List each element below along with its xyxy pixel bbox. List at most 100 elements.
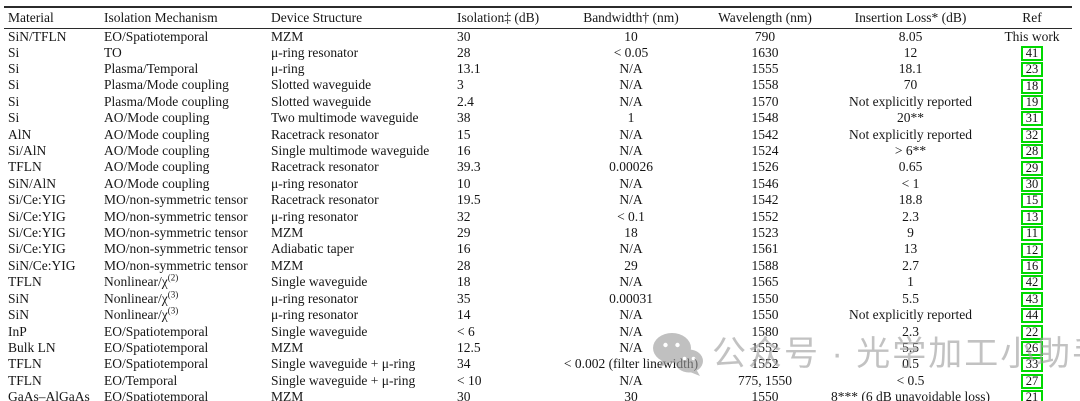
cell-bandwidth: N/A [619, 77, 643, 93]
table-row: Si/Ce:YIG MO/non-symmetric tensor Adiabati… [4, 241, 1072, 258]
cell-material: GaAs–AlGaAs [8, 389, 90, 401]
cell-isolation: 12.5 [457, 339, 481, 355]
citation-link[interactable]: 43 [1020, 291, 1044, 307]
table-row: SiN/Ce:YIG MO/non-symmetric tensor MZM 28 29… [4, 258, 1072, 274]
cell-isolation: 34 [457, 356, 471, 372]
cell-mechanism: EO/Spatiotemporal [104, 28, 209, 44]
cell-bandwidth: 10 [624, 28, 638, 44]
table-row: InP EO/Spatiotemporal Single waveguide < 6 N… [4, 323, 1072, 340]
col-header-material: Material [8, 9, 54, 25]
cell-isolation: 39.3 [457, 159, 481, 175]
cell-material: Si/Ce:YIG [8, 192, 66, 208]
cell-structure: MZM [271, 28, 304, 44]
col-header-isolation: Isolation‡ (dB) [457, 9, 540, 25]
cell-wavelength: 775, 1550 [738, 372, 792, 388]
citation-link[interactable]: 33 [1020, 357, 1044, 373]
cell-mechanism: MO/non-symmetric tensor [104, 208, 248, 224]
cell-mechanism: EO/Spatiotemporal [104, 356, 209, 372]
cell-isolation: 28 [457, 44, 471, 60]
cell-insertion-loss: 8*** (6 dB unavoidable loss) [831, 389, 990, 401]
table-row: Si/Ce:YIG MO/non-symmetric tensor MZM 29 18 1… [4, 225, 1072, 242]
citation-link[interactable]: 42 [1020, 275, 1044, 291]
cell-bandwidth: N/A [619, 307, 643, 323]
cell-structure: μ-ring resonator [271, 175, 359, 191]
cell-ref: 22 [992, 323, 1072, 340]
cell-material: Si [8, 44, 20, 60]
citation-link[interactable]: 26 [1020, 341, 1044, 357]
cell-structure: MZM [271, 225, 304, 241]
cell-isolation: 19.5 [457, 192, 481, 208]
citation-link[interactable]: 21 [1020, 390, 1044, 401]
cell-insertion-loss: 18.1 [898, 61, 923, 76]
cell-structure: Two multimode waveguide [271, 110, 419, 126]
cell-material: TFLN [8, 356, 42, 372]
cell-wavelength: 1552 [751, 356, 779, 372]
citation-link[interactable]: 16 [1020, 258, 1044, 274]
cell-mechanism: EO/Spatiotemporal [104, 339, 209, 355]
cell-ref: 28 [992, 143, 1072, 160]
table-row: Si Plasma/Mode coupling Slotted waveguide 3… [4, 77, 1072, 94]
table-row: SiN Nonlinear/χ(3) μ-ring resonator 14 N/A 15… [4, 305, 1072, 324]
cell-insertion-loss: 1 [907, 274, 914, 290]
cell-mechanism: MO/non-symmetric tensor [104, 225, 248, 241]
table-row: SiN Nonlinear/χ(3) μ-ring resonator 35 0.000… [4, 290, 1072, 307]
cell-insertion-loss: 70 [903, 77, 918, 93]
cell-mechanism: Nonlinear/χ(3) [104, 305, 179, 323]
cell-mechanism: AO/Mode coupling [104, 159, 210, 175]
cell-bandwidth: N/A [619, 274, 643, 290]
cell-structure: Slotted waveguide [271, 93, 372, 109]
citation-link[interactable]: 13 [1020, 209, 1044, 225]
cell-insertion-loss: > 6** [894, 143, 927, 159]
cell-isolation: 30 [457, 389, 471, 401]
cell-mechanism: MO/non-symmetric tensor [104, 192, 248, 208]
cell-isolation: 2.4 [457, 93, 474, 109]
cell-material: SiN/Ce:YIG [8, 257, 76, 273]
cell-structure: Single waveguide [271, 323, 368, 339]
cell-bandwidth: 0.00026 [609, 159, 653, 175]
cell-bandwidth: N/A [619, 61, 643, 76]
cell-material: InP [8, 323, 27, 339]
cell-insertion-loss: Not explicitly reported [849, 93, 972, 109]
cell-ref: 21 [992, 389, 1072, 401]
citation-link[interactable]: 22 [1020, 324, 1044, 340]
cell-wavelength: 1570 [751, 93, 779, 109]
cell-mechanism: AO/Mode coupling [104, 175, 210, 191]
cell-wavelength: 790 [754, 28, 776, 44]
cell-structure: Racetrack resonator [271, 159, 379, 175]
citation-link[interactable]: 31 [1020, 111, 1044, 127]
citation-link[interactable]: 28 [1020, 144, 1044, 160]
cell-insertion-loss: 5.5 [902, 290, 919, 306]
citation-link[interactable]: 19 [1020, 94, 1044, 110]
citation-link[interactable]: 27 [1020, 373, 1044, 389]
citation-link[interactable]: 12 [1020, 242, 1044, 258]
cell-ref: 26 [992, 340, 1072, 357]
cell-mechanism: Plasma/Mode coupling [104, 77, 229, 93]
cell-mechanism: AO/Mode coupling [104, 143, 210, 159]
citation-link[interactable]: 44 [1020, 308, 1044, 324]
cell-bandwidth: < 0.05 [613, 44, 649, 60]
cell-material: AlN [8, 126, 32, 142]
citation-link[interactable]: 18 [1020, 78, 1044, 94]
citation-link[interactable]: 15 [1020, 193, 1044, 209]
cell-mechanism: EO/Spatiotemporal [104, 323, 209, 339]
cell-structure: MZM [271, 339, 304, 355]
cell-ref: 12 [992, 241, 1072, 258]
cell-structure: Racetrack resonator [271, 192, 379, 208]
citation-link[interactable]: 41 [1020, 45, 1044, 61]
cell-isolation: 16 [457, 241, 471, 257]
cell-isolation: 35 [457, 290, 471, 306]
cell-isolation: < 6 [457, 323, 475, 339]
citation-link[interactable]: 29 [1020, 160, 1044, 176]
citation-link[interactable]: 11 [1020, 226, 1044, 242]
cell-isolation: 38 [457, 110, 471, 126]
cell-material: SiN [8, 307, 30, 323]
citation-link[interactable]: 23 [1020, 62, 1044, 78]
cell-wavelength: 1555 [751, 61, 779, 76]
citation-link[interactable]: 32 [1020, 127, 1044, 143]
cell-isolation: 15 [457, 126, 471, 142]
citation-link[interactable]: 30 [1020, 176, 1044, 192]
cell-structure: Slotted waveguide [271, 77, 372, 93]
cell-wavelength: 1588 [751, 257, 779, 273]
table-row: AlN AO/Mode coupling Racetrack resonator 15… [4, 126, 1072, 143]
cell-material: Si [8, 61, 20, 76]
